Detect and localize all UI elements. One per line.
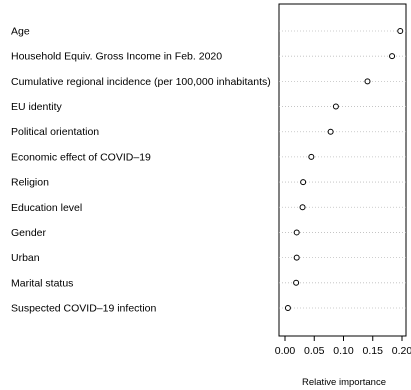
x-tick-label: 0.10: [333, 345, 354, 357]
data-point: [308, 153, 315, 160]
data-point: [299, 204, 306, 211]
data-point: [389, 53, 396, 60]
data-point: [364, 78, 371, 85]
category-label: Religion: [11, 177, 49, 189]
category-label: Suspected COVID–19 infection: [11, 302, 156, 314]
category-label: Age: [11, 26, 30, 38]
x-tick-label: 0.15: [363, 345, 384, 357]
x-tick-label: 0.20: [392, 345, 411, 357]
category-label: Economic effect of COVID–19: [11, 151, 151, 163]
category-label: Education level: [11, 202, 82, 214]
category-label: EU identity: [11, 101, 63, 113]
category-label: Household Equiv. Gross Income in Feb. 20…: [11, 51, 222, 63]
x-tick-label: 0.00: [275, 345, 296, 357]
data-point: [300, 179, 307, 186]
category-label: Gender: [11, 227, 47, 239]
data-point: [397, 28, 404, 34]
category-label: Marital status: [11, 277, 73, 289]
data-point: [293, 254, 300, 261]
data-point: [327, 128, 334, 135]
category-label: Urban: [11, 252, 40, 264]
plot-frame: [278, 3, 407, 337]
category-label: Cumulative regional incidence (per 100,0…: [11, 76, 271, 88]
x-axis-title: Relative importance: [302, 377, 386, 388]
x-tick-label: 0.05: [304, 345, 325, 357]
data-point: [332, 103, 339, 110]
data-point: [293, 229, 300, 236]
category-label: Political orientation: [11, 126, 99, 138]
data-point: [284, 304, 291, 311]
data-point: [293, 279, 300, 286]
